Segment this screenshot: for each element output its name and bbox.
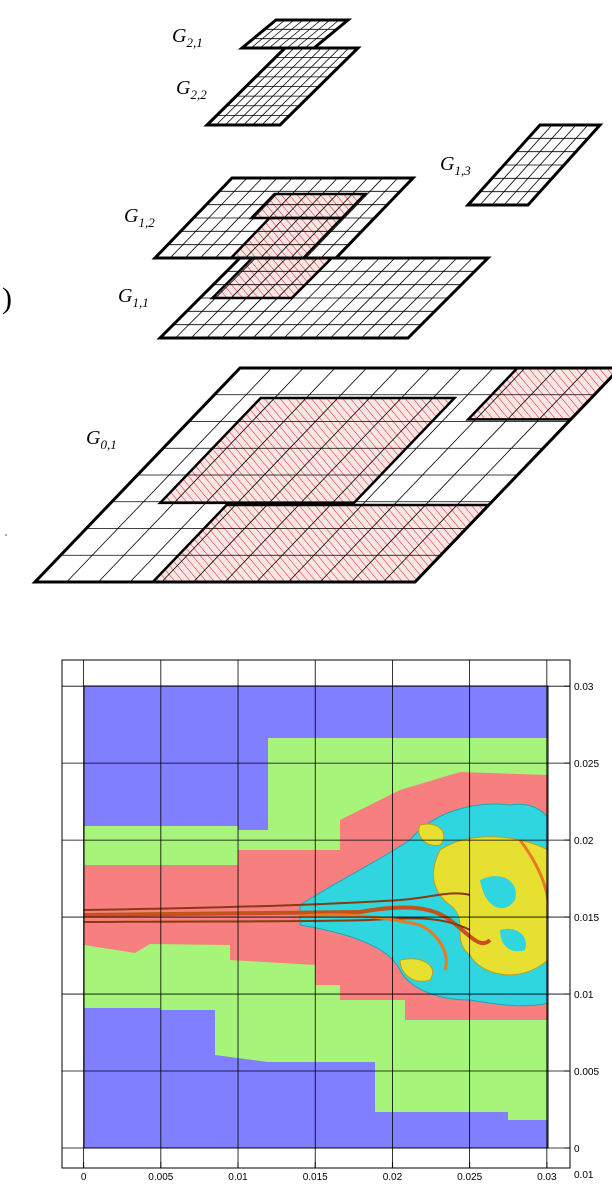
grid-label: G2,1	[172, 25, 203, 50]
y-tick-label: 0.02	[574, 836, 594, 847]
grid-outline	[31, 366, 612, 584]
grid-outline	[151, 176, 417, 260]
grid-label-base: G	[118, 285, 133, 307]
grid-cell-line	[277, 19, 313, 49]
x-tick-label: 0.025	[457, 1172, 482, 1183]
grid-label: G1,3	[440, 153, 471, 178]
grid-label-sub: 0,1	[100, 437, 116, 452]
fragment: )	[2, 282, 12, 315]
grid-cell-line	[250, 19, 286, 49]
axes: 0 0.005 0.01 0.015 0.02 0.025 0.03 0 0.005 0.01 0.…	[62, 660, 599, 1183]
grid-cell-line	[304, 19, 340, 49]
grid-cell-line	[286, 19, 322, 49]
grid-label-base: G	[124, 205, 139, 227]
jet-streak	[84, 905, 492, 946]
grid-label-sub: 2,1	[186, 35, 202, 50]
x-tick-label: 0.005	[148, 1172, 173, 1183]
grid-label-base: G	[176, 77, 191, 99]
x-tick-label: 0.015	[303, 1172, 328, 1183]
grid-outline	[237, 18, 353, 50]
grid-label: G0,1	[86, 427, 117, 452]
refined-region	[152, 504, 489, 582]
grid-cell-line	[259, 19, 295, 49]
grid-label-base: G	[440, 153, 455, 175]
x-tick-label: 0.02	[383, 1172, 403, 1183]
refined-region	[212, 258, 332, 298]
dot	[5, 534, 7, 536]
grid-label-sub: 1,3	[454, 163, 471, 178]
grid-label-sub: 2,2	[190, 87, 207, 102]
grid-outline	[203, 46, 362, 127]
grid-outline	[464, 123, 604, 207]
grid-label-base: G	[86, 427, 101, 449]
refined-region	[231, 218, 342, 258]
y-tick-label: 0.01	[574, 990, 594, 1001]
grid-label-base: G	[172, 25, 187, 47]
grid-label: G2,2	[176, 77, 207, 102]
refined-outline	[157, 396, 458, 505]
grid-label-sub: 1,1	[132, 295, 148, 310]
x-tick-label: 0	[81, 1172, 87, 1183]
plume-gap	[480, 876, 526, 952]
y-tick-label: 0.005	[574, 1067, 599, 1078]
refined-outline	[465, 366, 612, 421]
axis-annotation: 0.01	[574, 1170, 594, 1181]
grid-cell-line	[295, 19, 331, 49]
grid-label: G1,1	[118, 285, 149, 310]
grid-outline	[156, 256, 492, 340]
y-tick-label: 0	[574, 1144, 580, 1155]
x-tick-label: 0.03	[537, 1172, 557, 1183]
grid-label-sub: 1,2	[138, 215, 155, 230]
y-tick-label: 0.03	[574, 682, 594, 693]
y-tick-label: 0.015	[574, 913, 599, 924]
grid-cell-line	[268, 19, 304, 49]
x-tick-label: 0.01	[228, 1172, 248, 1183]
refined-region	[251, 194, 366, 218]
refined-region	[160, 397, 455, 503]
y-tick-label: 0.025	[574, 759, 599, 770]
jet-streak	[84, 892, 471, 931]
grid-label: G1,2	[124, 205, 155, 230]
amr-grids	[31, 18, 612, 584]
